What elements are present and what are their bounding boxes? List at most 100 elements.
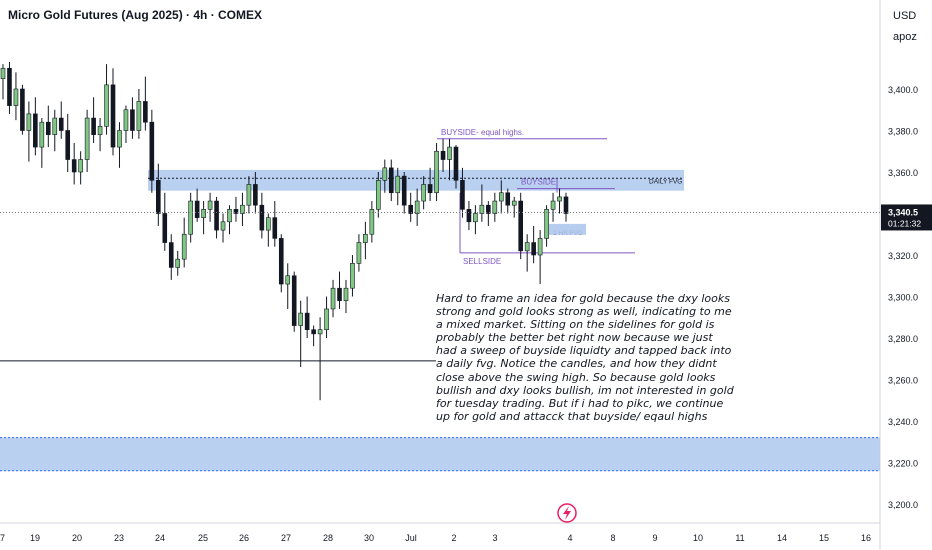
- candle-body: [369, 209, 375, 235]
- price-tick-label: 3,280.0: [888, 334, 918, 344]
- price-tick-label: 3,240.0: [888, 417, 918, 427]
- candle-body: [524, 242, 530, 252]
- candle-body: [7, 67, 12, 106]
- candle-body: [421, 184, 426, 202]
- candle-body: [427, 184, 433, 194]
- price-tick-label: 3,260.0: [888, 376, 918, 386]
- candle-body: [447, 146, 452, 160]
- price-tick-label: 3,400.0: [888, 85, 918, 95]
- candle-body: [26, 113, 32, 131]
- candle-body: [168, 242, 174, 268]
- time-tick-label: 11: [735, 533, 744, 543]
- candle-body: [291, 275, 297, 326]
- time-tick-label: 10: [693, 533, 703, 543]
- y-axis[interactable]: 3,400.0 3,380.0 3,360.0 3,320.0 3,300.0 3,280…: [888, 85, 918, 510]
- candle-body: [401, 175, 407, 206]
- candle-body: [52, 117, 58, 135]
- candle-body: [104, 84, 109, 127]
- candle-body: [531, 242, 536, 256]
- candle-body: [285, 275, 291, 285]
- candle-body: [240, 204, 245, 214]
- fvg-zone: [0, 437, 880, 471]
- candle-body: [259, 204, 265, 231]
- price-tick-label: 3,320.0: [888, 251, 918, 261]
- time-tick-label: 30: [364, 533, 374, 543]
- candle-body: [220, 221, 226, 231]
- time-tick-label: 2: [451, 533, 456, 543]
- candle-body: [434, 150, 439, 194]
- price-tag-price: 3,340.5: [888, 207, 918, 217]
- time-tick-label: 16: [861, 533, 871, 543]
- account-label[interactable]: apoz: [893, 31, 917, 43]
- candle-body: [162, 213, 168, 243]
- candle-body: [278, 238, 284, 285]
- candle-body: [376, 180, 381, 210]
- candle-body: [563, 196, 569, 214]
- candles-layer: [0, 62, 880, 401]
- candle-body: [537, 238, 543, 256]
- candle-body: [175, 258, 181, 268]
- candle-body: [130, 109, 135, 131]
- candle-body: [466, 209, 472, 223]
- price-tick-label: 3,220.0: [888, 459, 918, 469]
- candle-body: [156, 180, 161, 214]
- candle-body: [518, 200, 524, 252]
- candle-body: [117, 130, 122, 148]
- candle-body: [201, 209, 206, 218]
- price-tag-box: [881, 204, 932, 231]
- candle-body: [65, 130, 71, 160]
- time-tick-label: Jul: [405, 533, 417, 543]
- candle-body: [473, 213, 478, 223]
- candle-body: [207, 200, 213, 210]
- time-tick-label: 4: [567, 533, 572, 543]
- candle-body: [78, 159, 83, 173]
- candle-body: [382, 167, 388, 181]
- time-tick-label: 17: [0, 533, 5, 543]
- candle-body: [0, 67, 6, 79]
- time-tick-label: 23: [114, 533, 124, 543]
- candle-body: [544, 209, 549, 239]
- time-tick-label: 28: [323, 533, 333, 543]
- candle-body: [343, 287, 349, 301]
- candle-body: [388, 167, 394, 194]
- candle-body: [350, 262, 355, 289]
- price-tick-label: 3,200.0: [888, 500, 918, 510]
- candle-body: [20, 88, 25, 131]
- time-tick-label: 9: [652, 533, 657, 543]
- candle-body: [324, 308, 329, 331]
- x-axis[interactable]: 192023242526272830Jul23489101114151617: [0, 533, 871, 543]
- levels-layer: BUYSIDE- equal highs. BUYSIDE SELLSIDE: [0, 128, 635, 362]
- candle-body: [214, 200, 219, 231]
- candle-body: [498, 192, 504, 202]
- candle-body: [181, 233, 187, 260]
- time-tick-label: 19: [30, 533, 40, 543]
- chart-title: Micro Gold Futures (Aug 2025) · 4h · COM…: [8, 8, 263, 22]
- candle-body: [33, 113, 38, 148]
- candle-body: [304, 312, 310, 331]
- candle-body: [311, 329, 316, 335]
- candle-body: [227, 209, 232, 223]
- candle-body: [272, 217, 278, 239]
- level-label: BUYSIDE: [521, 178, 556, 187]
- flash-icon[interactable]: [557, 503, 577, 523]
- candle-body: [337, 287, 342, 301]
- candle-body: [266, 217, 271, 231]
- candle-body: [45, 121, 51, 135]
- time-tick-label: 24: [155, 533, 165, 543]
- price-tick-label: 3,300.0: [888, 293, 918, 303]
- time-tick-label: 27: [281, 533, 291, 543]
- candle-body: [143, 101, 148, 123]
- price-tick-label: 3,360.0: [888, 168, 918, 178]
- candle-body: [246, 184, 252, 206]
- candle-body: [123, 109, 129, 131]
- candle-body: [492, 200, 498, 214]
- candle-body: [486, 204, 491, 214]
- time-tick-label: 25: [198, 533, 208, 543]
- candle-body: [149, 121, 155, 181]
- candle-body: [460, 180, 465, 210]
- candle-body: [356, 242, 362, 264]
- analysis-note: Hard to frame an idea for gold because t…: [436, 292, 734, 423]
- candle-body: [71, 159, 77, 173]
- currency-button[interactable]: USD: [893, 10, 917, 22]
